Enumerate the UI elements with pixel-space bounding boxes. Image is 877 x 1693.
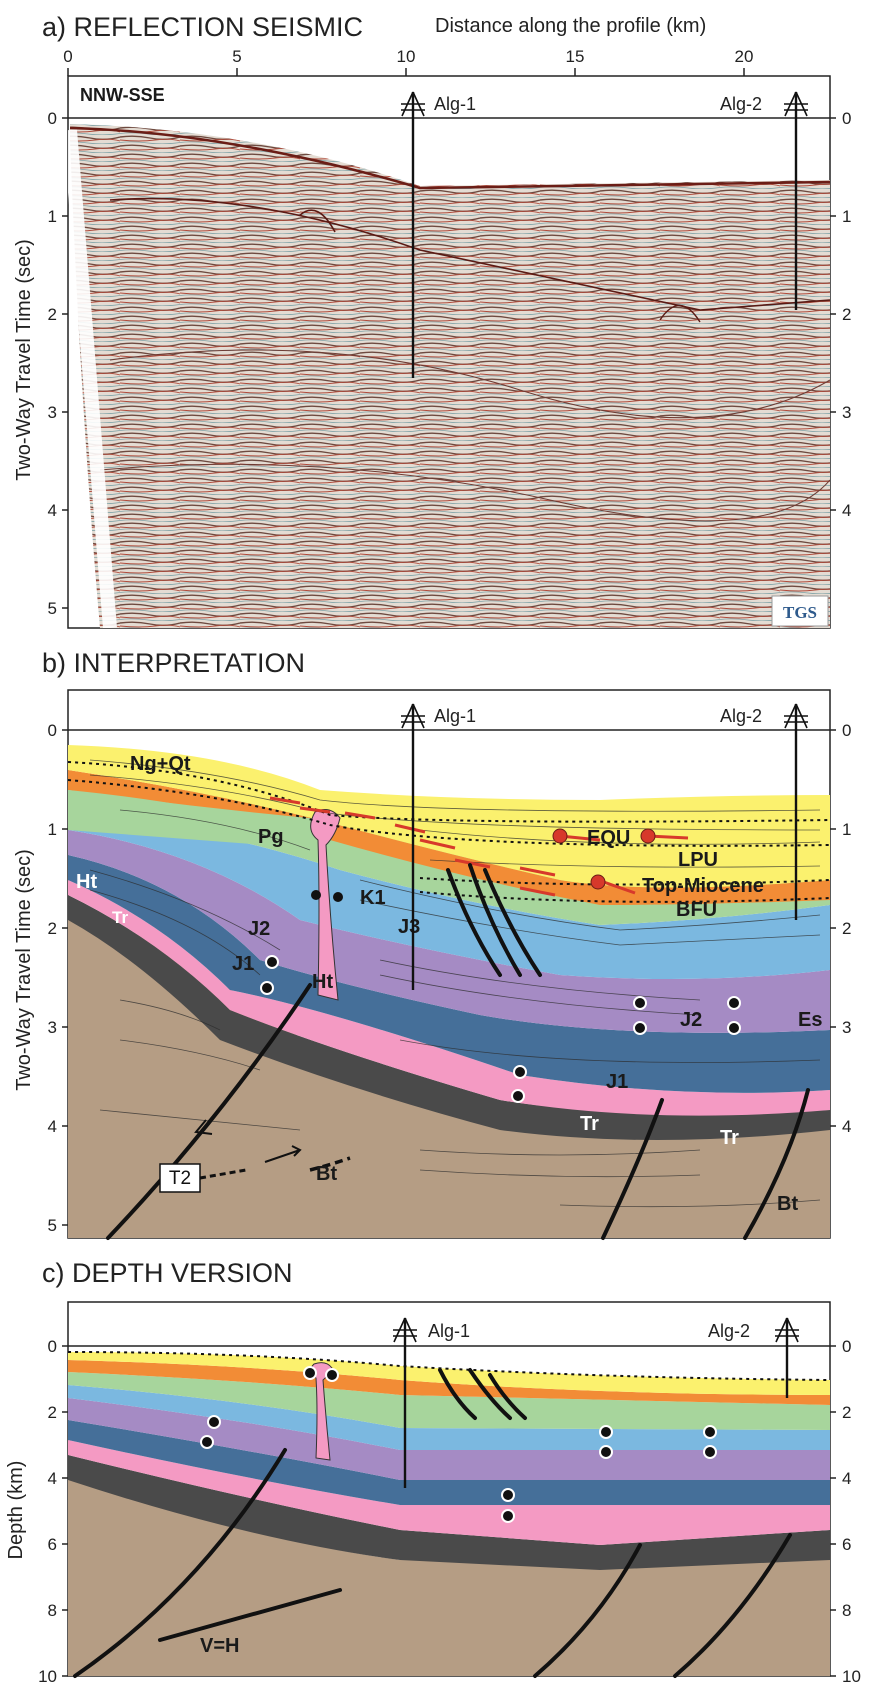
b-ytick-1-r: 1 [842, 820, 851, 839]
c-ytick-2-l: 2 [48, 1403, 57, 1422]
a-ytick-2-l: 2 [48, 305, 57, 324]
c-ytick-6-r: 6 [842, 1535, 851, 1554]
label-equ: EQU [587, 827, 630, 849]
label-j3: J3 [398, 916, 420, 938]
alg1-label-a: Alg-1 [434, 94, 476, 114]
distance-axis-title: Distance along the profile (km) [435, 15, 706, 37]
top-tick-0: 0 [63, 47, 72, 66]
label-ht: Ht [76, 871, 97, 893]
top-tick-20: 20 [735, 47, 754, 66]
b-ytick-3-l: 3 [48, 1018, 57, 1037]
b-ytick-1-l: 1 [48, 820, 57, 839]
a-ytick-1-l: 1 [48, 207, 57, 226]
top-tick-5: 5 [232, 47, 241, 66]
a-ytick-4-r: 4 [842, 501, 851, 520]
label-j2-right: J2 [680, 1009, 702, 1031]
seismic-section [70, 124, 830, 628]
label-tr-right: Tr [720, 1127, 739, 1149]
label-bfu: BFU [676, 899, 717, 921]
c-ytick-6-l: 6 [48, 1535, 57, 1554]
label-ngqt: Ng+Qt [130, 753, 191, 775]
c-ytick-2-r: 2 [842, 1403, 851, 1422]
vh-label: V=H [200, 1635, 239, 1657]
label-k1: K1 [360, 887, 386, 909]
c-ytick-10-r: 10 [842, 1667, 861, 1686]
top-ticks [68, 68, 744, 76]
a-ytick-5-l: 5 [48, 599, 57, 618]
b-ytick-4-r: 4 [842, 1117, 851, 1136]
c-ytick-10-l: 10 [38, 1667, 57, 1686]
top-tick-10: 10 [397, 47, 416, 66]
alg2-label-a: Alg-2 [720, 94, 762, 114]
a-ytick-1-r: 1 [842, 207, 851, 226]
b-ytick-2-r: 2 [842, 919, 851, 938]
b-ytick-2-l: 2 [48, 919, 57, 938]
b-ytick-3-r: 3 [842, 1018, 851, 1037]
label-j1: J1 [232, 953, 254, 975]
a-ytick-2-r: 2 [842, 305, 851, 324]
panel-a-title: a) REFLECTION SEISMIC [42, 12, 363, 42]
direction-label: NNW-SSE [80, 85, 165, 105]
c-ytick-4-l: 4 [48, 1469, 57, 1488]
c-ytick-0-r: 0 [842, 1337, 851, 1356]
b-ytick-4-l: 4 [48, 1117, 57, 1136]
label-tr-mid: Tr [580, 1113, 599, 1135]
a-ytick-0-l: 0 [48, 109, 57, 128]
panel-c-title: c) DEPTH VERSION [42, 1258, 293, 1288]
label-j2: J2 [248, 918, 270, 940]
top-tick-15: 15 [566, 47, 585, 66]
a-ytick-3-r: 3 [842, 403, 851, 422]
alg1-label-b: Alg-1 [434, 706, 476, 726]
t2-label: T2 [169, 1168, 191, 1189]
c-ytick-0-l: 0 [48, 1337, 57, 1356]
label-lpu: LPU [678, 849, 718, 871]
label-ht-diapir: Ht [312, 971, 333, 993]
b-y-axis-title: Two-Way Travel Time (sec) [13, 849, 35, 1091]
c-ytick-8-r: 8 [842, 1601, 851, 1620]
a-y-axis-title: Two-Way Travel Time (sec) [13, 239, 35, 481]
panel-a: a) REFLECTION SEISMIC Distance along the… [13, 12, 851, 628]
label-j1-right: J1 [606, 1071, 628, 1093]
c-y-axis-title: Depth (km) [5, 1461, 27, 1560]
c-ytick-8-l: 8 [48, 1601, 57, 1620]
label-pg: Pg [258, 826, 284, 848]
b-ytick-0-r: 0 [842, 721, 851, 740]
b-ytick-5-l: 5 [48, 1216, 57, 1235]
c-ytick-4-r: 4 [842, 1469, 851, 1488]
alg2-label-b: Alg-2 [720, 706, 762, 726]
a-ytick-4-l: 4 [48, 501, 57, 520]
panel-b-title: b) INTERPRETATION [42, 648, 305, 678]
alg2-label-c: Alg-2 [708, 1321, 750, 1341]
alg1-label-c: Alg-1 [428, 1321, 470, 1341]
a-ytick-0-r: 0 [842, 109, 851, 128]
label-es: Es [798, 1009, 822, 1031]
label-top-miocene: Top-Miocene [642, 875, 764, 897]
tgs-logo-text: TGS [783, 603, 817, 622]
label-bt: Bt [316, 1163, 337, 1185]
a-ytick-3-l: 3 [48, 403, 57, 422]
panel-b: b) INTERPRETATION [13, 648, 851, 1238]
b-ytick-0-l: 0 [48, 721, 57, 740]
panel-c: c) DEPTH VERSION [5, 1258, 861, 1686]
label-bt-right: Bt [777, 1193, 798, 1215]
label-tr: Tr [112, 908, 128, 927]
